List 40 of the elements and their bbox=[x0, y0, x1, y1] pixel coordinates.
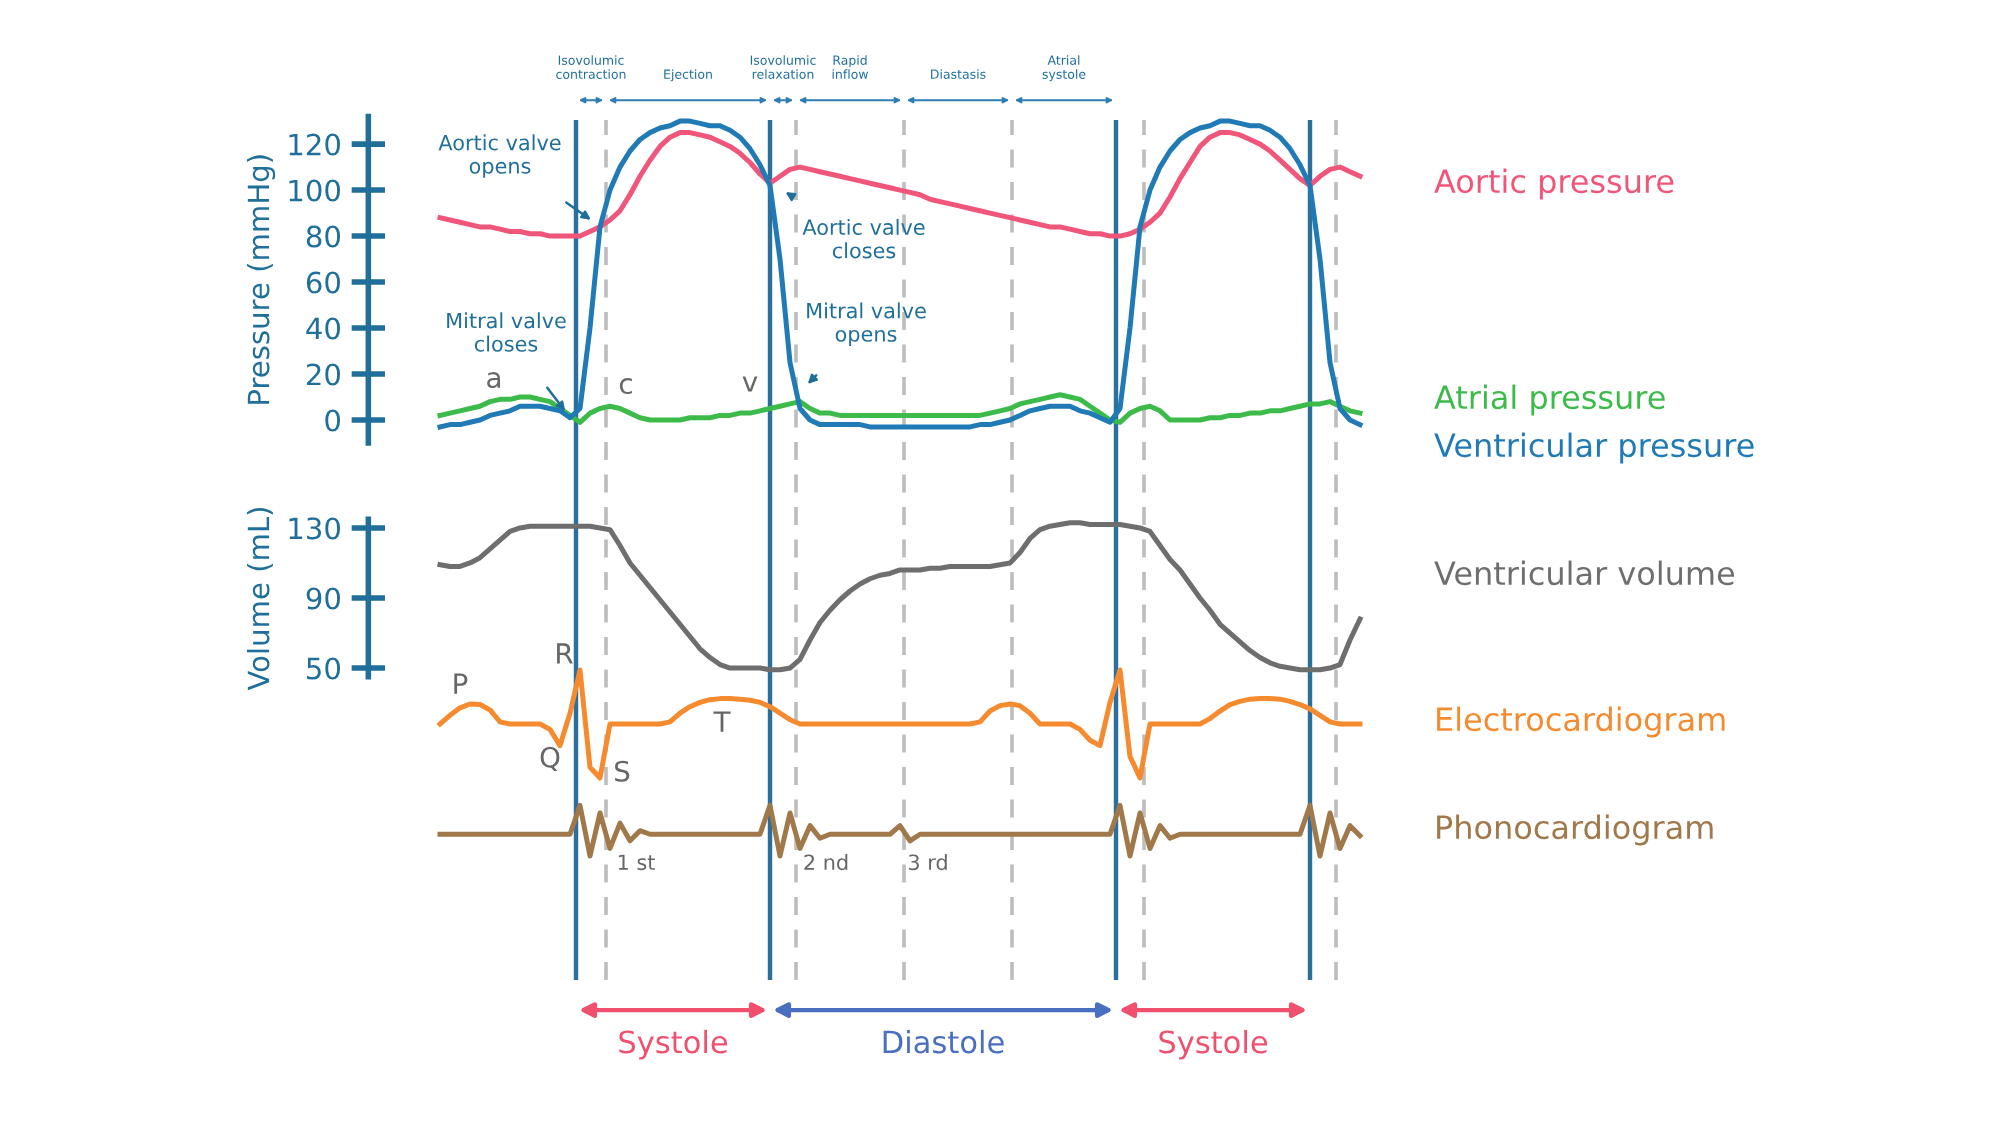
line-series bbox=[437, 130, 1363, 239]
text: Atrial pressure bbox=[1434, 384, 1665, 416]
y-tick-label: 40 bbox=[306, 317, 341, 340]
text: Systole bbox=[1159, 1029, 1268, 1060]
line-series bbox=[437, 118, 1363, 430]
text: Diastole bbox=[883, 1029, 1004, 1054]
y-tick-label: 90 bbox=[306, 587, 341, 610]
annotation: 3 rd bbox=[908, 854, 947, 871]
annotation: R bbox=[557, 643, 573, 664]
text: Ventricular volume bbox=[1434, 560, 1734, 586]
y-tick-label: 100 bbox=[289, 179, 341, 202]
annotation: Mitral valve closes bbox=[447, 312, 566, 352]
annotation: Q bbox=[540, 746, 560, 771]
text: Ventricular pressure bbox=[1434, 432, 1754, 464]
annotation: Aortic valve closes bbox=[802, 218, 925, 259]
annotation: v bbox=[742, 376, 758, 392]
annotation: c bbox=[619, 378, 632, 395]
annotation: Aortic valve opens bbox=[438, 134, 561, 178]
annotation: T bbox=[713, 711, 731, 732]
y-tick-label: 80 bbox=[306, 225, 341, 248]
text: Electrocardiogram bbox=[1437, 706, 1725, 738]
line-series bbox=[437, 392, 1363, 425]
text: Phonocardiogram bbox=[1437, 814, 1713, 846]
annotation: S bbox=[615, 760, 630, 782]
y-tick-label: 50 bbox=[307, 657, 341, 680]
annotation: a bbox=[487, 372, 500, 389]
line-series bbox=[437, 520, 1363, 673]
annotation: Mitral valve opens bbox=[807, 302, 926, 346]
y-tick-label: 60 bbox=[306, 271, 341, 294]
y-tick-label: 20 bbox=[306, 363, 341, 386]
y-axis-title: Pressure (mmHg) bbox=[246, 155, 276, 404]
annotation: P bbox=[454, 673, 468, 694]
annotation: 2 nd bbox=[804, 854, 848, 871]
text: Aortic pressure bbox=[1434, 168, 1674, 200]
y-tick-label: 130 bbox=[289, 517, 341, 540]
y-tick-label: 0 bbox=[325, 409, 341, 432]
y-tick-label: 120 bbox=[289, 133, 341, 156]
text: Systole bbox=[619, 1029, 728, 1060]
y-axis-title: Volume (mL) bbox=[246, 507, 273, 691]
annotation: 1 st bbox=[618, 854, 655, 871]
